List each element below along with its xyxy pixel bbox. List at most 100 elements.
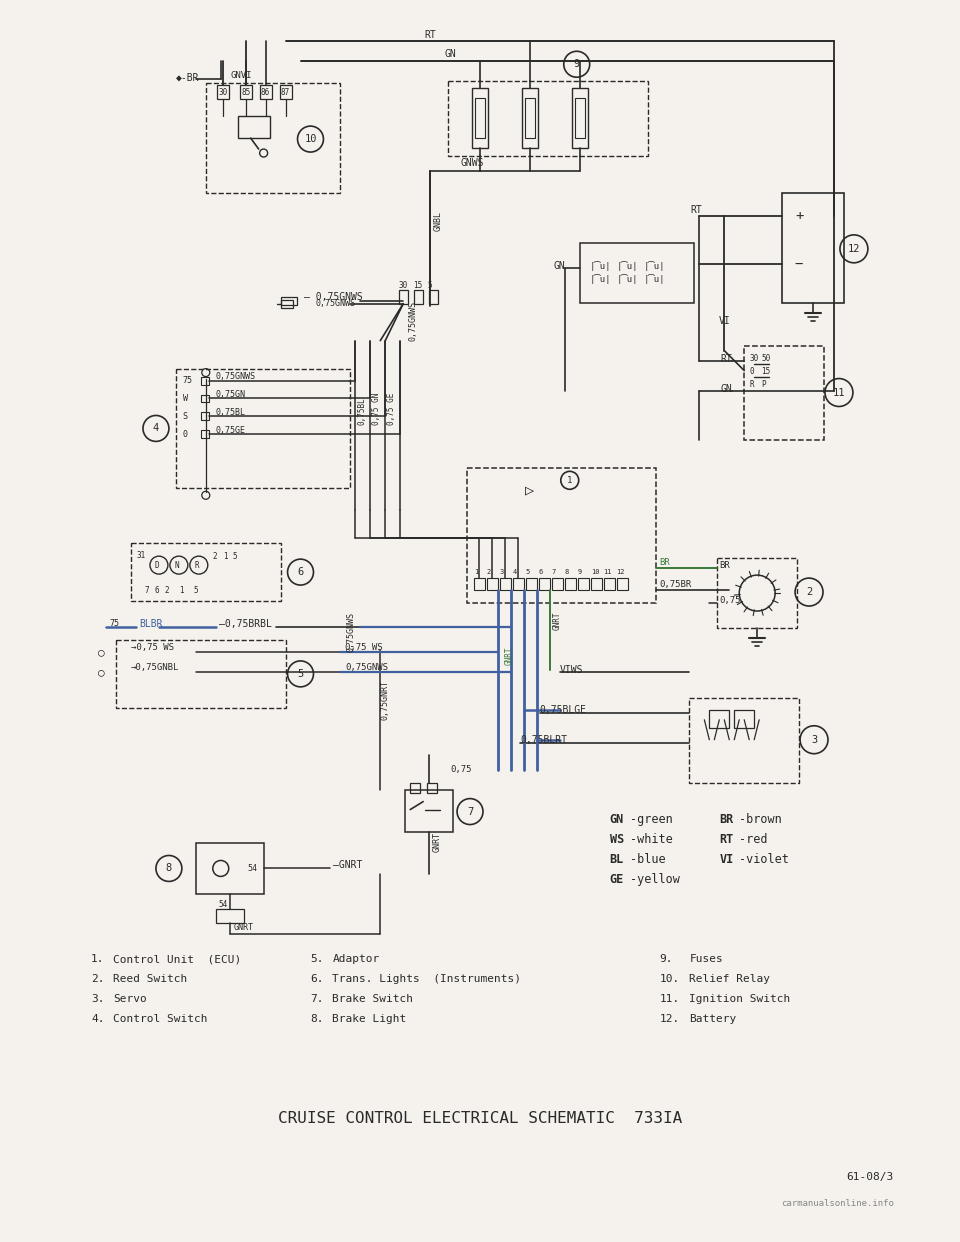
Text: 7.: 7.: [310, 994, 324, 1004]
Text: 10: 10: [590, 569, 599, 575]
Text: Reed Switch: Reed Switch: [113, 974, 187, 984]
Bar: [604, 578, 614, 590]
Text: R: R: [195, 560, 199, 570]
Text: 4.: 4.: [91, 1015, 105, 1025]
Text: 6: 6: [539, 569, 543, 575]
Bar: [580, 243, 694, 303]
Text: 86: 86: [261, 88, 271, 97]
Text: 7: 7: [145, 585, 150, 595]
Bar: [572, 88, 588, 148]
Bar: [240, 86, 252, 99]
Text: 50: 50: [761, 354, 771, 363]
Text: |͡u|: |͡u|: [589, 261, 612, 271]
Bar: [280, 297, 297, 304]
Text: |͡u|: |͡u|: [643, 273, 665, 283]
Bar: [217, 86, 228, 99]
Text: ▷: ▷: [525, 483, 535, 498]
Bar: [590, 578, 602, 590]
Bar: [744, 345, 824, 441]
Text: 0,75BL: 0,75BL: [216, 407, 246, 417]
Text: 0,75GNWS: 0,75GNWS: [316, 299, 355, 308]
Text: 1: 1: [179, 585, 183, 595]
Text: Servo: Servo: [113, 994, 147, 1004]
Bar: [279, 86, 292, 99]
Text: VI: VI: [719, 853, 733, 866]
Bar: [500, 578, 511, 590]
Text: 1: 1: [567, 476, 572, 484]
Text: 30: 30: [218, 88, 228, 97]
Bar: [522, 88, 538, 148]
Text: 3: 3: [811, 735, 817, 745]
Text: VIWS: VIWS: [560, 664, 584, 674]
Text: 11.: 11.: [660, 994, 680, 1004]
Text: 6: 6: [155, 585, 159, 595]
Bar: [201, 376, 208, 385]
Text: 11: 11: [832, 388, 845, 397]
Bar: [414, 289, 423, 304]
Text: R: R: [749, 380, 754, 389]
Text: 10.: 10.: [660, 974, 680, 984]
Bar: [474, 578, 485, 590]
Text: Battery: Battery: [689, 1015, 736, 1025]
Bar: [259, 86, 272, 99]
Text: 75: 75: [182, 376, 193, 385]
Text: GN: GN: [610, 814, 624, 826]
Text: 15: 15: [761, 368, 771, 376]
Bar: [513, 578, 524, 590]
Bar: [539, 578, 550, 590]
Text: 0,75GE: 0,75GE: [216, 426, 246, 435]
Text: +: +: [795, 209, 804, 222]
Text: W: W: [182, 394, 188, 402]
Text: 8: 8: [166, 863, 172, 873]
Text: 0,75BLGE: 0,75BLGE: [540, 704, 587, 715]
Text: 0,75: 0,75: [450, 765, 471, 774]
Text: 12: 12: [848, 243, 860, 253]
Text: CRUISE CONTROL ELECTRICAL SCHEMATIC  733IA: CRUISE CONTROL ELECTRICAL SCHEMATIC 733I…: [277, 1112, 683, 1126]
Bar: [689, 698, 799, 782]
Bar: [427, 782, 437, 792]
Text: GN: GN: [721, 384, 732, 394]
Text: -white: -white: [630, 833, 672, 846]
Bar: [526, 578, 537, 590]
Text: 4: 4: [513, 569, 517, 575]
Text: |͡u|: |͡u|: [589, 273, 612, 283]
Text: ○: ○: [98, 647, 105, 657]
Bar: [467, 468, 657, 604]
Text: GN: GN: [553, 261, 564, 271]
Text: -violet: -violet: [739, 853, 789, 866]
Text: 10: 10: [304, 134, 317, 144]
Text: carmanualsonline.info: carmanualsonline.info: [780, 1200, 894, 1208]
Bar: [578, 578, 588, 590]
Bar: [448, 81, 647, 156]
Text: 9.: 9.: [660, 954, 673, 964]
Text: 11: 11: [604, 569, 612, 575]
Text: 9: 9: [573, 60, 580, 70]
Text: Fuses: Fuses: [689, 954, 723, 964]
Text: GN: GN: [444, 50, 456, 60]
Text: RT: RT: [424, 30, 436, 40]
Bar: [410, 782, 420, 792]
Bar: [564, 578, 576, 590]
Text: 7: 7: [467, 806, 473, 816]
Bar: [201, 431, 208, 438]
Text: 0,75GNWS: 0,75GNWS: [346, 663, 389, 672]
Bar: [201, 395, 208, 402]
Text: BLBR: BLBR: [139, 619, 162, 628]
Text: 0,75GNRT: 0,75GNRT: [380, 679, 390, 720]
Text: ○: ○: [98, 667, 105, 677]
Text: — 0,75GNWS: — 0,75GNWS: [303, 292, 362, 302]
Text: WS: WS: [610, 833, 624, 846]
Text: |͡u|: |͡u|: [616, 273, 638, 283]
Text: 9: 9: [578, 569, 582, 575]
Bar: [216, 909, 244, 923]
Text: GNBL: GNBL: [433, 211, 443, 231]
Text: Relief Relay: Relief Relay: [689, 974, 770, 984]
Text: →0,75GNBL: →0,75GNBL: [131, 663, 180, 672]
Bar: [280, 299, 293, 308]
Text: 12.: 12.: [660, 1015, 680, 1025]
Text: 0,75GNWS: 0,75GNWS: [408, 301, 418, 340]
Text: S: S: [182, 412, 188, 421]
Text: GNRT: GNRT: [233, 923, 253, 932]
Text: 15: 15: [413, 281, 422, 291]
Text: 3.: 3.: [91, 994, 105, 1004]
